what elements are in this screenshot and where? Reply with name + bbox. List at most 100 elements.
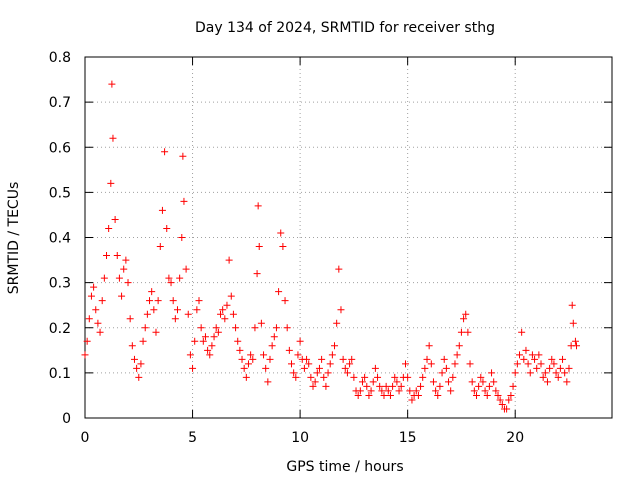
data-point <box>485 382 493 390</box>
data-point <box>154 297 162 305</box>
data-point <box>389 382 397 390</box>
data-point <box>156 243 164 251</box>
data-point <box>569 319 577 327</box>
data-point <box>483 391 491 399</box>
data-point <box>320 373 328 381</box>
data-point <box>133 364 141 372</box>
data-point <box>395 387 403 395</box>
data-point <box>232 324 240 332</box>
data-point <box>492 387 500 395</box>
data-point <box>455 342 463 350</box>
data-point <box>150 306 158 314</box>
data-point <box>365 391 373 399</box>
data-point <box>339 355 347 363</box>
data-point <box>169 297 177 305</box>
data-point <box>184 310 192 318</box>
data-point <box>130 355 138 363</box>
data-point <box>178 234 186 241</box>
data-point <box>182 265 190 273</box>
data-point <box>135 373 143 381</box>
data-point <box>470 387 478 395</box>
data-point <box>363 382 371 390</box>
data-point <box>358 378 366 386</box>
data-point <box>96 328 104 336</box>
x-tick-label: 10 <box>291 430 309 446</box>
data-point <box>186 351 194 359</box>
x-tick-label: 20 <box>506 430 524 446</box>
data-point <box>143 310 151 318</box>
data-point <box>120 265 128 273</box>
data-point <box>311 378 319 386</box>
data-point <box>468 378 476 386</box>
data-point <box>356 387 364 395</box>
data-point <box>541 369 549 377</box>
data-point <box>341 364 349 372</box>
data-point <box>179 152 187 160</box>
data-point <box>197 324 205 332</box>
data-point <box>371 364 379 372</box>
data-point <box>238 355 246 363</box>
data-point <box>384 387 392 395</box>
data-point <box>522 346 530 354</box>
data-point <box>543 378 551 386</box>
data-point <box>496 396 504 404</box>
data-point <box>98 297 106 305</box>
data-point <box>528 351 536 359</box>
data-point <box>165 274 173 282</box>
y-tick-label: 0.7 <box>49 95 71 111</box>
data-point <box>313 369 321 377</box>
data-point <box>479 378 487 386</box>
data-point <box>158 206 166 214</box>
data-point <box>281 297 289 305</box>
x-axis-label: GPS time / hours <box>286 459 403 475</box>
data-point <box>477 373 485 381</box>
data-point <box>374 373 382 381</box>
data-point <box>296 337 304 345</box>
data-point <box>526 369 534 377</box>
data-point <box>335 265 343 273</box>
data-point <box>550 360 558 368</box>
data-point <box>268 342 276 350</box>
data-point <box>343 369 351 377</box>
data-point <box>83 337 91 345</box>
data-point <box>524 360 532 368</box>
data-point <box>272 324 280 332</box>
data-point <box>107 179 115 187</box>
data-point <box>163 224 171 232</box>
data-point <box>109 134 117 142</box>
axis-layer: 0 0.1 0.2 0.3 0.4 0.5 0.6 0.7 0.8 0 5 10 15 20 <box>49 50 613 446</box>
data-point <box>210 333 218 341</box>
data-point <box>438 369 446 377</box>
data-point <box>518 328 526 336</box>
data-point <box>548 355 556 363</box>
y-tick-label: 0.4 <box>49 231 71 247</box>
x-tick-label: 15 <box>399 430 417 446</box>
data-point <box>511 369 519 377</box>
data-point <box>152 328 160 336</box>
data-point <box>285 346 293 354</box>
chart-title: Day 134 of 2024, SRMTID for receiver sth… <box>195 20 495 36</box>
data-point <box>333 319 341 327</box>
data-point <box>318 355 326 363</box>
data-point <box>554 373 562 381</box>
data-point <box>406 387 414 395</box>
data-point <box>171 315 179 323</box>
data-point <box>466 360 474 368</box>
data-point <box>303 355 311 363</box>
data-point <box>449 373 457 381</box>
data-point <box>249 355 257 363</box>
data-point <box>201 333 209 341</box>
data-point <box>283 324 291 332</box>
y-tick-label: 0 <box>62 411 71 427</box>
y-tick-label: 0.8 <box>49 50 71 66</box>
data-point <box>348 355 356 363</box>
data-point <box>513 360 521 368</box>
data-point <box>128 342 136 350</box>
data-point <box>279 243 287 251</box>
y-tick-label: 0.5 <box>49 185 71 201</box>
data-point <box>275 288 283 296</box>
data-point <box>195 297 203 305</box>
data-point <box>254 202 262 210</box>
data-point <box>167 279 175 287</box>
data-point <box>189 364 197 372</box>
